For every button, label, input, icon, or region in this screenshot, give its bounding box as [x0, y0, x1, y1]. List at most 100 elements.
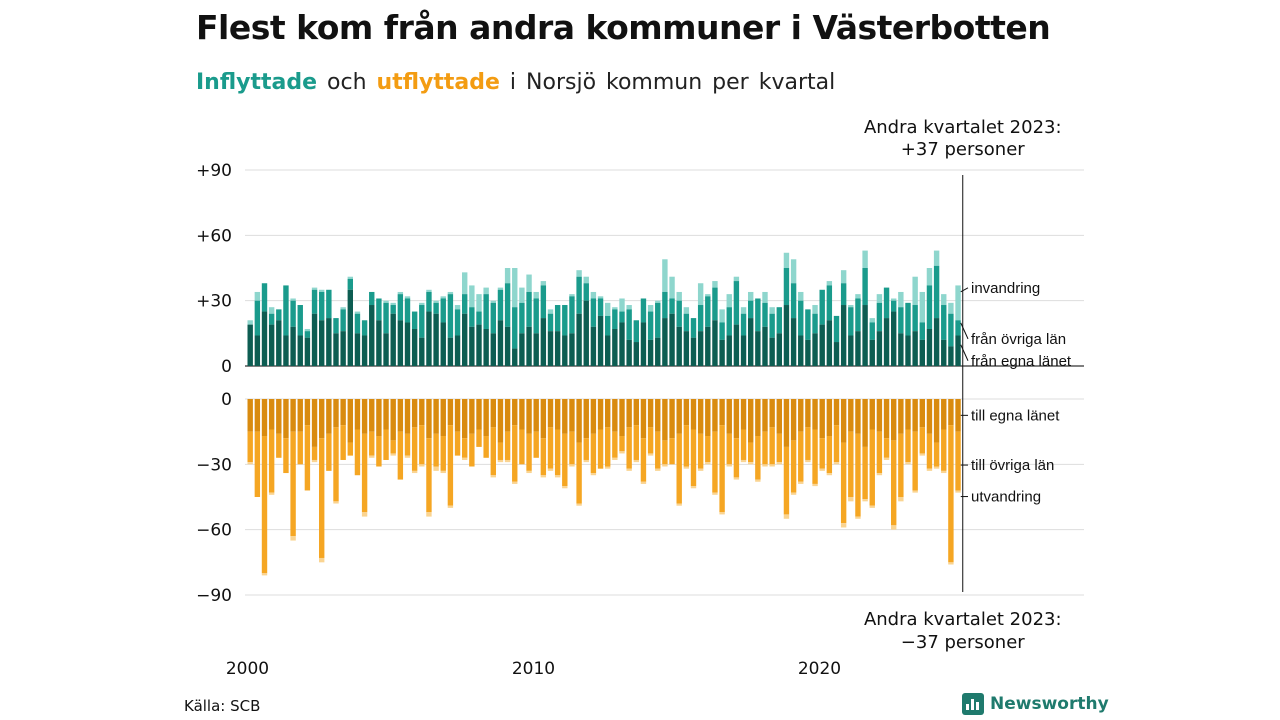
bar-out-own-county [855, 399, 861, 434]
bar-out-other-county [411, 427, 418, 471]
bar-out-own-county [476, 399, 482, 430]
bar-in-own-county [476, 324, 482, 366]
bar-in-own-county [383, 333, 389, 366]
bar-out-own-county [919, 399, 925, 428]
bar-out-other-county [462, 438, 468, 458]
bar-in-own-county [605, 335, 611, 366]
bar-out-emigration [433, 466, 439, 471]
bar-out-emigration [798, 481, 804, 484]
bar-out-other-county [347, 442, 353, 456]
bar-out-own-county [740, 399, 747, 430]
bar-in-other-county [447, 294, 454, 338]
bar-in-immigration [476, 294, 482, 312]
bar-in-immigration [547, 309, 554, 314]
bar-out-other-county [419, 425, 425, 465]
bar-out-own-county [469, 399, 475, 434]
bar-in-other-county [733, 281, 740, 325]
bar-in-own-county [433, 313, 439, 366]
bar-out-other-county [769, 427, 775, 465]
bar-in-other-county [576, 276, 582, 314]
bar-out-emigration [411, 470, 418, 474]
bar-out-other-county [440, 436, 446, 471]
bar-in-immigration [347, 276, 353, 279]
bar-out-own-county [762, 399, 768, 432]
bar-out-other-county [354, 429, 361, 476]
bar-out-emigration [633, 459, 639, 463]
bar-in-own-county [469, 326, 475, 366]
bar-in-immigration [919, 291, 925, 323]
bar-in-other-county [891, 300, 897, 312]
bar-out-own-county [504, 399, 511, 432]
bar-in-own-county [733, 324, 740, 366]
bar-in-own-county [776, 333, 782, 366]
bar-out-other-county [783, 446, 790, 515]
bar-out-own-county [790, 399, 797, 441]
bar-in-own-county [304, 337, 311, 366]
bar-in-own-county [740, 335, 747, 366]
bar-in-immigration [783, 252, 790, 268]
bar-out-own-county [447, 399, 454, 426]
bar-out-other-county [948, 425, 954, 563]
bar-out-other-county [319, 438, 325, 558]
bar-out-emigration [369, 455, 375, 458]
bar-in-own-county [941, 339, 947, 366]
bar-in-own-county [769, 337, 775, 366]
bar-in-own-county [805, 339, 811, 366]
bar-out-own-county [340, 399, 346, 426]
bar-in-other-county [376, 298, 382, 321]
bar-in-other-county [705, 296, 711, 327]
bar-in-own-county [898, 333, 904, 366]
bar-out-own-county [933, 399, 940, 443]
bar-in-own-county [361, 335, 368, 366]
bar-out-other-county [776, 433, 782, 463]
bar-in-other-county [683, 313, 690, 332]
bar-in-own-county [597, 315, 604, 366]
bar-in-immigration [855, 294, 861, 299]
bar-in-own-county [712, 320, 718, 366]
bar-in-immigration [898, 291, 904, 308]
bar-in-own-county [354, 333, 361, 366]
bar-in-own-county [619, 322, 625, 366]
bar-out-emigration [504, 459, 511, 463]
bar-in-other-county [283, 285, 289, 336]
bar-in-own-county [719, 339, 725, 366]
bar-out-other-county [583, 438, 589, 460]
bar-in-other-county [790, 283, 797, 319]
y-tick-label-bottom: −90 [196, 586, 232, 606]
bar-in-immigration [826, 281, 833, 286]
bar-in-other-county [512, 307, 518, 349]
bar-out-other-county [726, 433, 732, 465]
bar-out-own-county [748, 399, 754, 443]
bar-out-own-county [583, 399, 589, 439]
bar-in-own-county [926, 328, 933, 366]
bar-in-other-county [640, 298, 647, 323]
bar-in-other-county [562, 305, 568, 336]
bar-in-other-county [361, 320, 368, 336]
bar-in-own-county [647, 339, 654, 366]
bar-in-own-county [254, 335, 261, 366]
bar-in-own-county [905, 335, 911, 366]
bar-in-immigration [705, 294, 711, 297]
bar-in-own-county [333, 333, 339, 366]
bars [247, 250, 961, 576]
bar-in-other-county [476, 311, 482, 325]
bar-in-immigration [454, 305, 461, 310]
bar-out-emigration [869, 505, 875, 508]
bar-in-other-county [540, 285, 547, 319]
bar-out-other-county [955, 431, 961, 491]
axes: +90 +60 +30 0 0 −30 −60 −90 2000 2010 2020 [196, 161, 964, 679]
bar-out-other-county [590, 433, 597, 474]
subtitle-utflyttade: utflyttade [376, 70, 500, 95]
bar-in-own-county [848, 335, 854, 366]
bar-in-other-county [833, 315, 840, 343]
bar-in-own-county [390, 313, 396, 366]
bar-in-own-county [497, 320, 504, 366]
bar-out-own-county [512, 399, 518, 426]
bar-in-own-county [247, 324, 253, 366]
bar-out-own-county [876, 399, 883, 432]
bar-in-immigration [397, 291, 404, 295]
bar-in-immigration [519, 287, 525, 303]
bar-out-other-county [311, 446, 318, 460]
bar-out-own-county [755, 399, 761, 437]
bar-out-own-county [891, 399, 897, 441]
